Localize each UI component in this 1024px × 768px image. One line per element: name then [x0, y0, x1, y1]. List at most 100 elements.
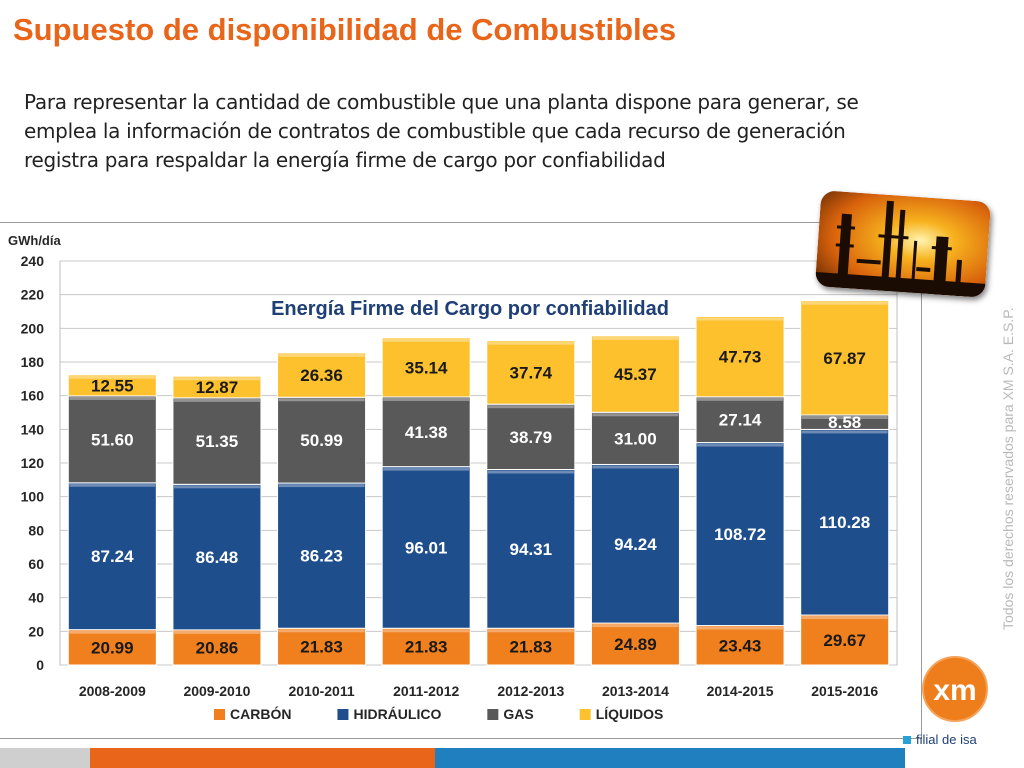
bar-highlight: [69, 630, 156, 634]
bar-segment: [590, 463, 680, 624]
data-label: 20.86: [196, 638, 239, 657]
data-label: 21.83: [510, 638, 553, 657]
stacked-bar-chart: 0 20 40 60 80 100 120 140 160 180 200 220 240 GWh/día…: [8, 233, 898, 722]
data-label: 26.36: [300, 366, 343, 385]
bar-segment: [800, 428, 890, 616]
data-label: 35.14: [405, 358, 448, 377]
x-tick-label: 2013-2014: [602, 683, 669, 699]
y-tick-label: 160: [21, 388, 45, 404]
bar-segment: [381, 466, 471, 629]
bar-highlight: [801, 301, 888, 305]
bar-highlight: [173, 630, 260, 634]
y-tick-label: 20: [28, 623, 44, 639]
data-label: 94.31: [510, 540, 553, 559]
y-tick-label: 60: [28, 556, 44, 572]
y-tick-label: 180: [21, 354, 45, 370]
bar-highlight: [592, 413, 679, 417]
y-tick-label: 200: [21, 320, 45, 336]
data-label: 27.14: [719, 411, 762, 430]
bar-highlight: [801, 616, 888, 620]
x-tick-label: 2015-2016: [811, 683, 878, 699]
bar-highlight: [697, 443, 784, 447]
data-label: 24.89: [614, 635, 657, 654]
filial-label: filial de isa: [903, 732, 977, 747]
data-label: 12.55: [91, 376, 134, 395]
bar-segment: [486, 627, 576, 666]
x-tick-label: 2012-2013: [497, 683, 564, 699]
bottom-bar-blue: [435, 748, 905, 768]
legend-label: CARBÓN: [230, 705, 291, 722]
filial-text: filial de isa: [916, 732, 977, 747]
bar-segment: [277, 352, 367, 398]
bar-highlight: [173, 485, 260, 489]
bar-highlight: [592, 624, 679, 628]
bar-segment: [67, 629, 157, 666]
data-label: 21.83: [405, 638, 448, 657]
legend-label: HIDRÁULICO: [353, 706, 441, 722]
bar-segment: [277, 482, 367, 629]
intro-paragraph: Para representar la cantidad de combusti…: [24, 90, 859, 172]
data-label: 38.79: [510, 428, 553, 447]
data-label: 110.28: [819, 513, 870, 532]
bar-segment: [172, 483, 262, 631]
chart-frame: 0 20 40 60 80 100 120 140 160 180 200 220 240 GWh/día…: [0, 222, 922, 739]
data-label: 86.23: [300, 547, 343, 566]
y-tick-label: 40: [28, 590, 44, 606]
bar-highlight: [383, 629, 470, 633]
legend-swatch: [579, 709, 591, 720]
bar-segment: [590, 411, 680, 465]
x-tick-label: 2009-2010: [183, 683, 250, 699]
data-label: 87.24: [91, 547, 134, 566]
bar-highlight: [69, 483, 156, 487]
data-label: 50.99: [300, 431, 343, 450]
bar-highlight: [173, 398, 260, 402]
bar-highlight: [69, 375, 156, 379]
xm-logo-icon: xm: [922, 656, 988, 722]
bar-segment: [695, 442, 785, 627]
y-tick-label: 120: [21, 455, 45, 471]
bar-highlight: [801, 415, 888, 419]
bar-highlight: [278, 353, 365, 357]
refinery-photo: [814, 190, 992, 298]
data-label: 67.87: [823, 349, 866, 368]
y-tick-label: 80: [28, 522, 44, 538]
bar-segment: [172, 629, 262, 666]
bar-segment: [590, 622, 680, 666]
data-label: 12.87: [196, 378, 239, 397]
y-tick-label: 0: [36, 657, 44, 673]
copyright-watermark: Todos los derechos reservados para XM S.…: [1000, 307, 1016, 630]
bar-segment: [695, 316, 785, 398]
bar-segment: [277, 627, 367, 666]
data-label: 45.37: [614, 365, 657, 384]
bar-segment: [800, 300, 890, 416]
bar-highlight: [278, 629, 365, 633]
data-label: 51.35: [196, 432, 239, 451]
logo-text: xm: [933, 674, 976, 707]
legend-swatch: [487, 709, 499, 720]
bar-highlight: [801, 430, 888, 434]
data-label: 47.73: [719, 348, 762, 367]
bottom-bar-gray: [0, 748, 90, 768]
data-label: 37.74: [510, 363, 553, 382]
bar-highlight: [173, 377, 260, 381]
bar-highlight: [697, 397, 784, 401]
data-label: 96.01: [405, 538, 448, 557]
x-tick-label: 2010-2011: [288, 683, 354, 699]
x-tick-label: 2008-2009: [79, 683, 146, 699]
x-tick-label: 2011-2012: [393, 683, 459, 699]
data-label: 86.48: [196, 548, 239, 567]
bar-segment: [67, 395, 157, 484]
data-label: 94.24: [614, 535, 657, 554]
bar-highlight: [592, 465, 679, 469]
bar-segment: [67, 482, 157, 631]
bar-segment: [172, 397, 262, 485]
bottom-bar-orange: [90, 748, 435, 768]
data-label: 31.00: [614, 429, 657, 448]
data-label: 29.67: [823, 631, 866, 650]
bar-segment: [486, 403, 576, 470]
data-label: 51.60: [91, 430, 134, 449]
y-tick-label: 100: [21, 489, 45, 505]
bar-segment: [381, 396, 471, 468]
data-label: 20.99: [91, 638, 134, 657]
bar-segment: [172, 375, 262, 399]
